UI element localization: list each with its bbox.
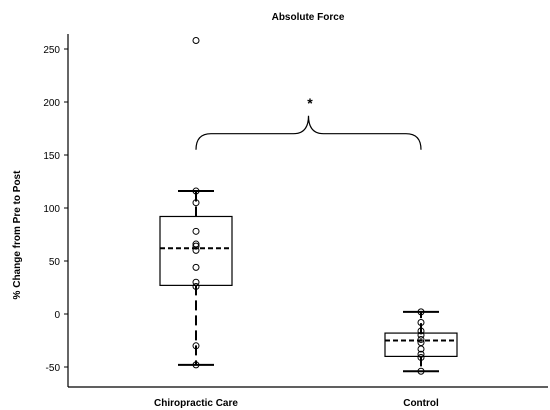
data-point [417,353,425,361]
x-category-label: Control [403,398,439,409]
category-labels: Chiropractic Care Control [154,398,439,409]
data-point [417,367,425,375]
data-point [192,227,200,235]
data-point [417,345,425,353]
data-point [192,242,200,250]
axes: -50 0 50 100 150 200 250 [43,34,548,388]
x-category-label: Chiropractic Care [154,398,238,409]
significance-bracket [195,115,422,150]
data-point [417,335,425,343]
data-point [417,318,425,326]
chart-title: Absolute Force [272,12,345,23]
points-layer [192,37,425,375]
box-iqr [384,332,458,357]
y-tick-label: 0 [54,310,60,321]
y-tick-label: 250 [43,45,60,56]
data-point [192,187,200,195]
y-tick-label: -50 [46,363,61,374]
y-tick-label: 200 [43,98,60,109]
y-tick-label: 100 [43,204,60,215]
y-axis-label: % Change from Pre to Post [12,170,23,300]
significance-asterisk: * [307,95,313,111]
data-point [192,278,200,286]
data-point [417,327,425,335]
data-point [192,342,200,350]
y-tick-label: 150 [43,151,60,162]
y-tick-label: 50 [49,257,61,268]
data-point [192,37,200,45]
data-point [192,246,200,254]
data-point [192,199,200,207]
data-point [417,331,425,339]
boxes-layer [159,190,458,373]
data-point [417,350,425,358]
data-point [192,263,200,271]
box-iqr [159,215,233,286]
data-point [192,361,200,369]
data-point [417,308,425,316]
data-point [192,282,200,290]
